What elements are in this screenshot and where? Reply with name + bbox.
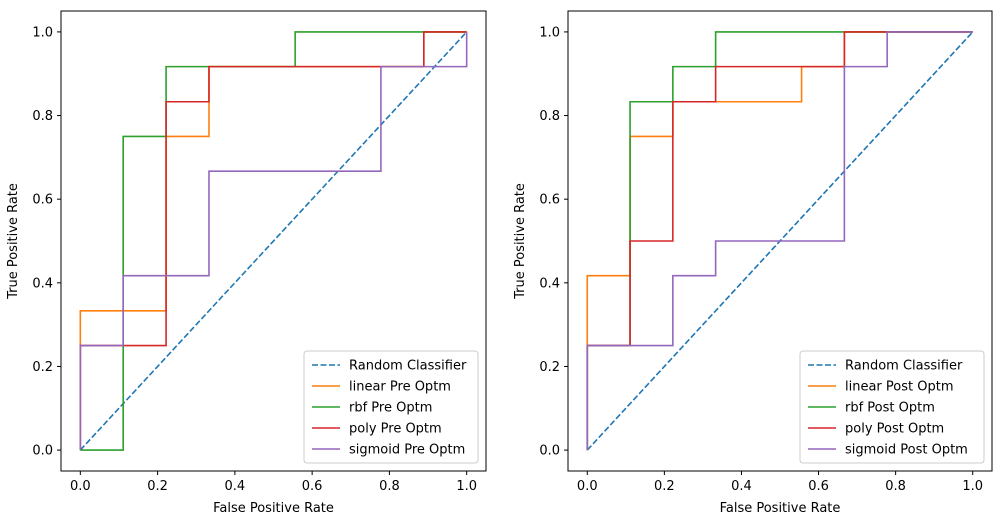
chart-panel-2: 0.0 0.2 0.4 0.6 0.8 1.0 0.0 0.2 0.4 0.6 0.8 1.0 Fals… xyxy=(513,10,993,516)
legend: Random Classifier linear Pre Optm rbf Pre … xyxy=(303,350,479,464)
x-axis-label: False Positive Rate xyxy=(213,501,334,516)
y-tick-label: 0.8 xyxy=(32,109,53,124)
y-tick-label: 0.0 xyxy=(539,444,560,459)
y-tick-label: 1.0 xyxy=(32,25,53,40)
y-tick-label: 0.8 xyxy=(539,109,560,124)
x-tick-label: 1.0 xyxy=(962,479,983,494)
legend-box xyxy=(303,350,479,464)
x-tick-label: 0.2 xyxy=(654,479,675,494)
y-tick-label: 0.0 xyxy=(32,444,53,459)
legend-entry: rbf Post Optm xyxy=(845,401,935,416)
y-tick-label: 0.2 xyxy=(539,360,560,375)
chart-panel-1: 0.0 0.2 0.4 0.6 0.8 1.0 0.0 0.2 0.4 0.6 0.8 1.0 Fals… xyxy=(6,10,487,516)
x-tick-label: 0.4 xyxy=(731,479,752,494)
legend-entry: Random Classifier xyxy=(845,359,963,374)
legend-entry: linear Pre Optm xyxy=(349,380,451,395)
legend-entry: linear Post Optm xyxy=(845,380,953,395)
x-tick-label: 0.8 xyxy=(885,479,906,494)
y-tick-label: 0.6 xyxy=(32,193,53,208)
x-tick-label: 1.0 xyxy=(456,479,477,494)
legend-box xyxy=(799,350,985,464)
axes-frame xyxy=(60,10,487,472)
y-tick-label: 0.4 xyxy=(539,276,560,291)
x-tick-label: 0.8 xyxy=(379,479,400,494)
x-tick-label: 0.0 xyxy=(70,479,91,494)
series-line-sigmoid xyxy=(79,31,468,451)
series-line-random-classifier xyxy=(79,31,468,451)
y-axis-label: True Positive Rate xyxy=(6,183,21,300)
x-tick-label: 0.6 xyxy=(808,479,829,494)
legend-entry: rbf Pre Optm xyxy=(349,401,432,416)
legend: Random Classifier linear Post Optm rbf Pos… xyxy=(799,350,985,464)
series-group xyxy=(586,31,974,451)
series-line-sigmoid xyxy=(586,31,973,451)
axes-frame xyxy=(567,10,993,472)
legend-entry: sigmoid Pre Optm xyxy=(349,443,465,458)
y-tick-label: 0.4 xyxy=(32,276,53,291)
series-group xyxy=(79,31,468,451)
x-tick-label: 0.6 xyxy=(302,479,323,494)
legend-entry: poly Pre Optm xyxy=(349,422,442,437)
legend-entry: poly Post Optm xyxy=(845,422,944,437)
x-tick-label: 0.0 xyxy=(577,479,598,494)
x-axis-label: False Positive Rate xyxy=(720,501,841,516)
legend-entry: Random Classifier xyxy=(349,359,467,374)
x-tick-label: 0.4 xyxy=(225,479,246,494)
x-tick-label: 0.2 xyxy=(147,479,168,494)
y-axis-label: True Positive Rate xyxy=(513,183,528,300)
y-tick-label: 1.0 xyxy=(539,25,560,40)
y-tick-label: 0.2 xyxy=(32,360,53,375)
y-tick-label: 0.6 xyxy=(539,193,560,208)
legend-entry: sigmoid Post Optm xyxy=(845,443,968,458)
